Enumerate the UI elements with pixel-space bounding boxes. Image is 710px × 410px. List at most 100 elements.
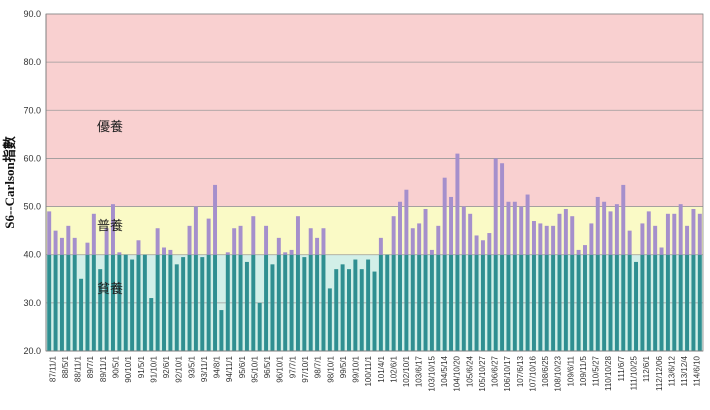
bar <box>417 254 422 351</box>
x-tick-label: 100/11/1 <box>364 355 373 386</box>
x-tick-label: 113/6/12 <box>667 355 676 386</box>
bar <box>276 254 281 351</box>
x-tick-label: 101/4/1 <box>377 355 386 382</box>
bar <box>544 254 549 351</box>
bar <box>627 254 632 351</box>
x-tick-label: 90/5/1 <box>111 355 120 378</box>
bar-upper <box>487 233 492 255</box>
bar-upper <box>589 223 594 255</box>
x-tick-label: 104/10/20 <box>453 355 462 391</box>
y-tick-label: 60.0 <box>23 153 41 163</box>
bar <box>244 261 249 351</box>
x-tick-label: 92/6/1 <box>162 355 171 378</box>
x-tick-label: 88/11/1 <box>74 355 83 382</box>
bar <box>98 269 103 351</box>
bar <box>500 254 505 351</box>
bar <box>174 264 179 351</box>
bar-upper <box>117 252 122 255</box>
bar <box>315 254 320 351</box>
bar <box>219 310 224 351</box>
bar-upper <box>59 237 64 255</box>
zone-label-2: 貧養 <box>97 281 123 297</box>
x-tick-label: 105/6/24 <box>465 355 474 387</box>
bar-upper <box>72 237 77 255</box>
bar-upper <box>47 211 52 255</box>
x-tick-label: 96/5/1 <box>263 355 272 378</box>
bar <box>142 254 147 351</box>
bar <box>238 254 243 351</box>
x-tick-label: 109/6/11 <box>566 355 575 386</box>
bar-upper <box>697 213 702 255</box>
bar-upper <box>512 201 517 255</box>
bar-upper <box>595 196 600 255</box>
bar <box>685 254 690 351</box>
bar <box>91 254 96 351</box>
bar <box>455 254 460 351</box>
bar <box>123 254 128 351</box>
y-tick-label: 50.0 <box>23 202 41 212</box>
bar-upper <box>410 228 415 255</box>
bar <box>270 264 275 351</box>
bar-upper <box>678 204 683 255</box>
x-tick-label: 112/6/1 <box>642 355 651 382</box>
x-tick-label: 93/11/1 <box>200 355 209 382</box>
bar-upper <box>640 223 645 255</box>
bar <box>493 254 498 351</box>
bar <box>359 269 364 351</box>
x-tick-label: 108/6/25 <box>541 355 550 387</box>
bar-upper <box>525 194 530 255</box>
bar <box>283 254 288 351</box>
bar <box>117 254 122 351</box>
y-tick-label: 40.0 <box>23 250 41 260</box>
bar <box>614 254 619 351</box>
x-tick-label: 93/5/1 <box>187 355 196 378</box>
bar <box>302 257 307 351</box>
bar-upper <box>66 225 71 255</box>
bar <box>640 254 645 351</box>
x-tick-label: 110/10/28 <box>604 355 613 391</box>
x-tick-label: 111/6/7 <box>617 355 626 381</box>
bar <box>53 254 58 351</box>
bar <box>334 269 339 351</box>
bar-upper <box>225 252 230 255</box>
x-tick-label: 107/6/13 <box>516 355 525 387</box>
bar <box>583 254 587 351</box>
x-tick-label: 97/7/1 <box>288 355 297 378</box>
bar-upper <box>295 216 300 255</box>
bars <box>47 153 702 351</box>
x-tick-label: 106/10/17 <box>503 355 512 391</box>
bar-upper <box>493 158 498 255</box>
x-tick-label: 111/10/25 <box>630 355 639 390</box>
y-tick-label: 70.0 <box>23 105 41 115</box>
bar <box>47 254 52 351</box>
bar-upper <box>461 206 466 255</box>
bar-upper <box>213 184 218 255</box>
bar-upper <box>264 225 269 255</box>
bar-upper <box>136 240 141 255</box>
bar <box>608 254 613 351</box>
bar <box>646 254 651 351</box>
bar <box>487 254 492 351</box>
bar <box>442 254 447 351</box>
bar <box>130 259 135 351</box>
bar <box>289 254 294 351</box>
bar-upper <box>653 225 658 255</box>
x-tick-label: 107/10/16 <box>528 355 537 391</box>
bar <box>589 254 594 351</box>
bar-upper <box>665 213 670 255</box>
bar <box>436 254 441 351</box>
x-tick-label: 92/10/1 <box>175 355 184 382</box>
bar-upper <box>563 208 568 255</box>
bar <box>551 254 556 351</box>
bar <box>506 254 511 351</box>
bar <box>251 254 256 351</box>
bar <box>697 254 702 351</box>
bar <box>525 254 530 351</box>
bar-upper <box>576 249 581 255</box>
bar-upper <box>206 218 211 255</box>
x-tick-label: 114/6/10 <box>693 355 702 386</box>
bar-upper <box>378 237 383 255</box>
bar <box>595 254 600 351</box>
